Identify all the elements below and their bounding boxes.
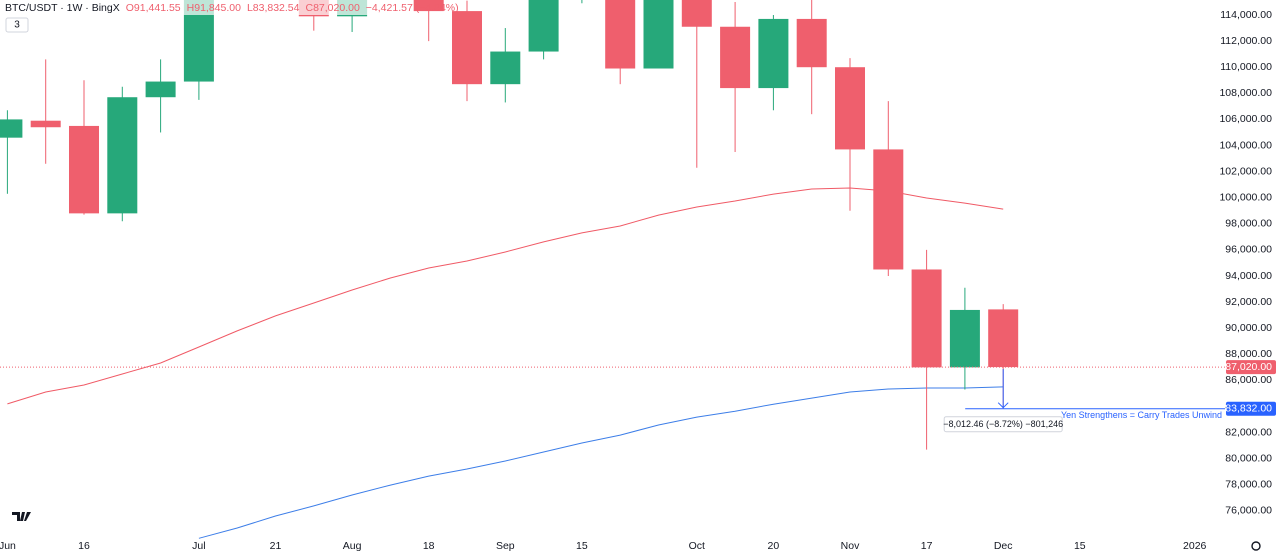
- y-tick-label: 86,000.00: [1225, 374, 1272, 386]
- candle-body: [452, 11, 482, 85]
- measure-box: [943, 416, 1063, 433]
- header: BTC/USDT · 1W · BingX O91,441.55 H91,845.0…: [5, 2, 459, 14]
- candle-body: [988, 309, 1019, 368]
- candle-body: [145, 81, 176, 98]
- x-tick-label: Dec: [994, 540, 1013, 552]
- x-tick-label: Sep: [496, 540, 515, 552]
- x-tick-label: 16: [78, 540, 90, 552]
- measure-arrowhead: [997, 402, 1009, 409]
- last-price-label: 87,020.00: [1225, 361, 1272, 373]
- header-bg: [0, 0, 400, 15]
- moving-average-line: [198, 386, 1004, 539]
- hline-price-tag: [1226, 401, 1276, 416]
- settings-icon: [1251, 541, 1261, 551]
- y-tick-label: 96,000.00: [1225, 244, 1272, 256]
- x-tick-label: Aug: [343, 540, 362, 552]
- badge-box: [5, 17, 29, 33]
- y-tick-label: 90,000.00: [1225, 322, 1272, 334]
- candle-body: [107, 97, 138, 214]
- badge: 3: [14, 20, 20, 31]
- last-price-tag: [1226, 360, 1276, 375]
- candle-body: [758, 18, 789, 89]
- y-tick-label: 80,000.00: [1225, 452, 1272, 464]
- candle-body: [0, 119, 23, 138]
- tv-logo: [12, 512, 31, 521]
- x-tick-label: 17: [921, 540, 933, 552]
- y-tick-label: 94,000.00: [1225, 270, 1272, 282]
- candle-body: [528, 0, 559, 52]
- annotation: Yen Strengthens = Carry Trades Unwind: [1061, 410, 1222, 420]
- y-tick-label: 82,000.00: [1225, 426, 1272, 438]
- y-tick-label: 102,000.00: [1219, 165, 1272, 177]
- x-tick-label: Jul: [192, 540, 205, 552]
- x-tick-label: 21: [270, 540, 282, 552]
- candle-body: [835, 67, 865, 150]
- y-tick-label: 98,000.00: [1225, 218, 1272, 230]
- y-tick-label: 110,000.00: [1220, 61, 1272, 73]
- y-tick-label: 106,000.00: [1219, 113, 1272, 125]
- y-tick-label: 92,000.00: [1225, 296, 1272, 308]
- y-tick-label: 104,000.00: [1219, 139, 1272, 151]
- candle-body: [605, 0, 636, 69]
- y-tick-label: 114,000.00: [1220, 9, 1272, 21]
- y-tick-label: 108,000.00: [1219, 87, 1272, 99]
- header-field: C87,020.00: [306, 2, 360, 14]
- x-tick-label: 15: [1074, 540, 1086, 552]
- candle-body: [69, 125, 99, 214]
- candle-body: [681, 0, 712, 27]
- candle-body: [30, 120, 61, 128]
- candle-body: [911, 269, 942, 368]
- x-tick-label: 18: [423, 540, 435, 552]
- x-tick-label: 15: [576, 540, 588, 552]
- y-tick-label: 78,000.00: [1225, 479, 1272, 491]
- candle-body: [490, 51, 521, 85]
- moving-average-line: [7, 187, 1004, 405]
- header-field: BTC/USDT · 1W · BingX: [5, 2, 120, 14]
- header-field: H91,845.00: [187, 2, 241, 14]
- candle-body: [796, 18, 827, 68]
- x-tick-label: Jun: [0, 540, 16, 552]
- header-field: −4,421.57 (−4.84%): [366, 2, 459, 14]
- candle-body: [720, 26, 751, 89]
- hline-price-label: 83,832.00: [1225, 402, 1272, 414]
- header-field: L83,832.54: [247, 2, 300, 14]
- candle-body: [643, 0, 674, 69]
- header-field: O91,441.55: [126, 2, 181, 14]
- candle-body: [413, 0, 444, 12]
- candle-body: [949, 309, 980, 368]
- x-tick-label: 20: [768, 540, 780, 552]
- y-tick-label: 76,000.00: [1225, 505, 1272, 517]
- candle-body: [873, 149, 904, 270]
- x-tick-label: Oct: [689, 540, 705, 552]
- y-tick-label: 100,000.00: [1219, 191, 1272, 203]
- y-tick-label: 112,000.00: [1220, 35, 1272, 47]
- x-tick-label: Nov: [841, 540, 860, 552]
- y-tick-label: 88,000.00: [1225, 348, 1272, 360]
- measure-label: −8,012.46 (−8.72%) −801,246: [943, 419, 1063, 429]
- x-tick-label: 2026: [1183, 540, 1207, 552]
